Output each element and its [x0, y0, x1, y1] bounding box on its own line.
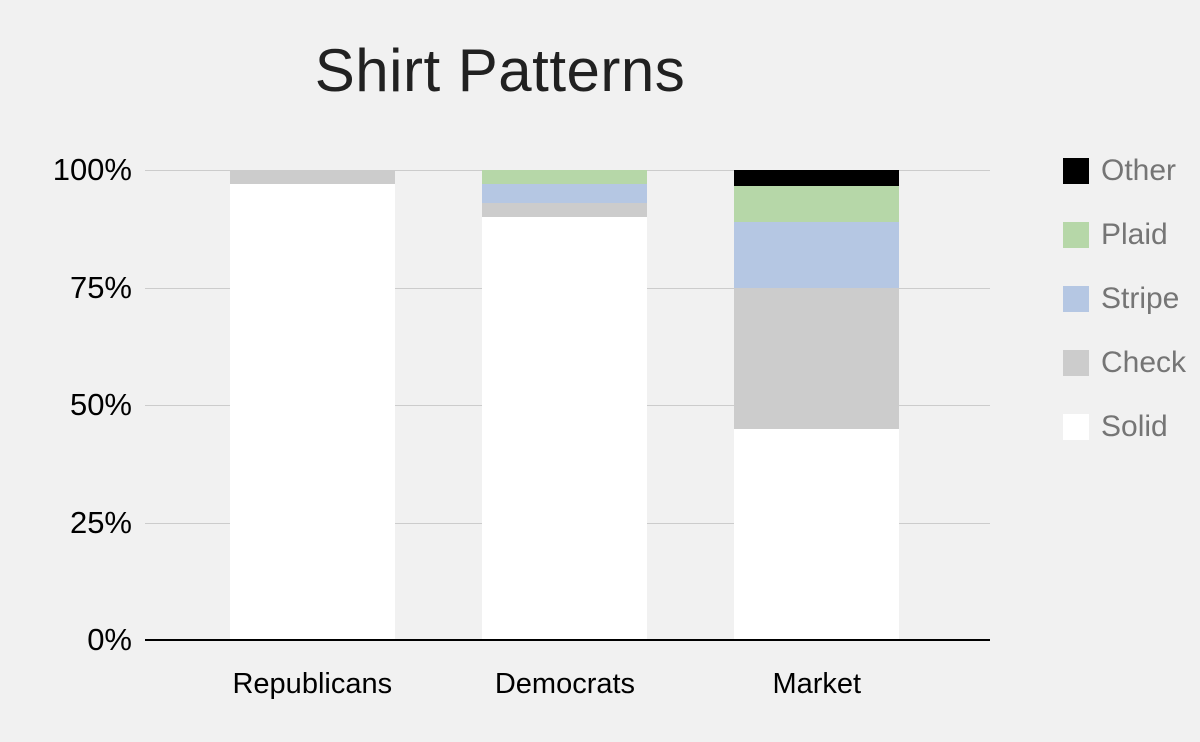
bar-segment-democrats-check[interactable] — [482, 202, 648, 217]
legend-item-plaid[interactable]: Plaid — [1063, 218, 1186, 251]
legend-swatch-solid — [1063, 413, 1089, 440]
bar-segment-market-other[interactable] — [734, 170, 900, 187]
bar-segment-market-solid[interactable] — [734, 428, 900, 640]
legend-item-other[interactable]: Other — [1063, 154, 1186, 187]
legend-item-solid[interactable]: Solid — [1063, 410, 1186, 443]
bar-democrats — [482, 170, 648, 640]
y-tick-label: 100% — [52, 152, 132, 187]
x-category-label: Republicans — [232, 668, 393, 700]
bar-segment-democrats-solid[interactable] — [482, 217, 648, 640]
legend-label-solid: Solid — [1101, 409, 1168, 443]
legend: Other Plaid Stripe Check Solid — [1063, 154, 1186, 477]
legend-item-check[interactable]: Check — [1063, 346, 1186, 379]
bar-segment-market-stripe[interactable] — [734, 221, 900, 288]
legend-swatch-stripe — [1063, 285, 1089, 312]
bar-market — [734, 170, 900, 640]
legend-swatch-plaid — [1063, 221, 1089, 248]
legend-swatch-other — [1063, 157, 1089, 184]
bar-segment-market-check[interactable] — [734, 287, 900, 429]
bar-segment-democrats-plaid[interactable] — [482, 170, 648, 185]
bar-segment-democrats-stripe[interactable] — [482, 184, 648, 203]
x-category-label: Market — [772, 668, 862, 700]
bar-segment-republicans-check[interactable] — [229, 170, 395, 185]
y-tick-label: 25% — [69, 504, 132, 540]
y-tick-label: 75% — [69, 269, 132, 305]
x-category-label: Democrats — [494, 668, 636, 700]
legend-label-check: Check — [1101, 345, 1187, 379]
bar-segment-republicans-solid[interactable] — [229, 184, 395, 640]
x-axis-line — [145, 639, 990, 641]
legend-item-stripe[interactable]: Stripe — [1063, 282, 1186, 315]
chart-title: Shirt Patterns — [314, 37, 686, 104]
legend-label-other: Other — [1101, 153, 1177, 187]
legend-swatch-check — [1063, 349, 1089, 376]
bar-republicans — [229, 170, 395, 640]
legend-label-plaid: Plaid — [1101, 217, 1168, 251]
plot-area — [145, 170, 990, 641]
y-tick-label: 0% — [87, 622, 132, 657]
bar-segment-market-plaid[interactable] — [734, 186, 900, 222]
y-tick-label: 50% — [69, 387, 132, 422]
legend-label-stripe: Stripe — [1101, 281, 1180, 315]
